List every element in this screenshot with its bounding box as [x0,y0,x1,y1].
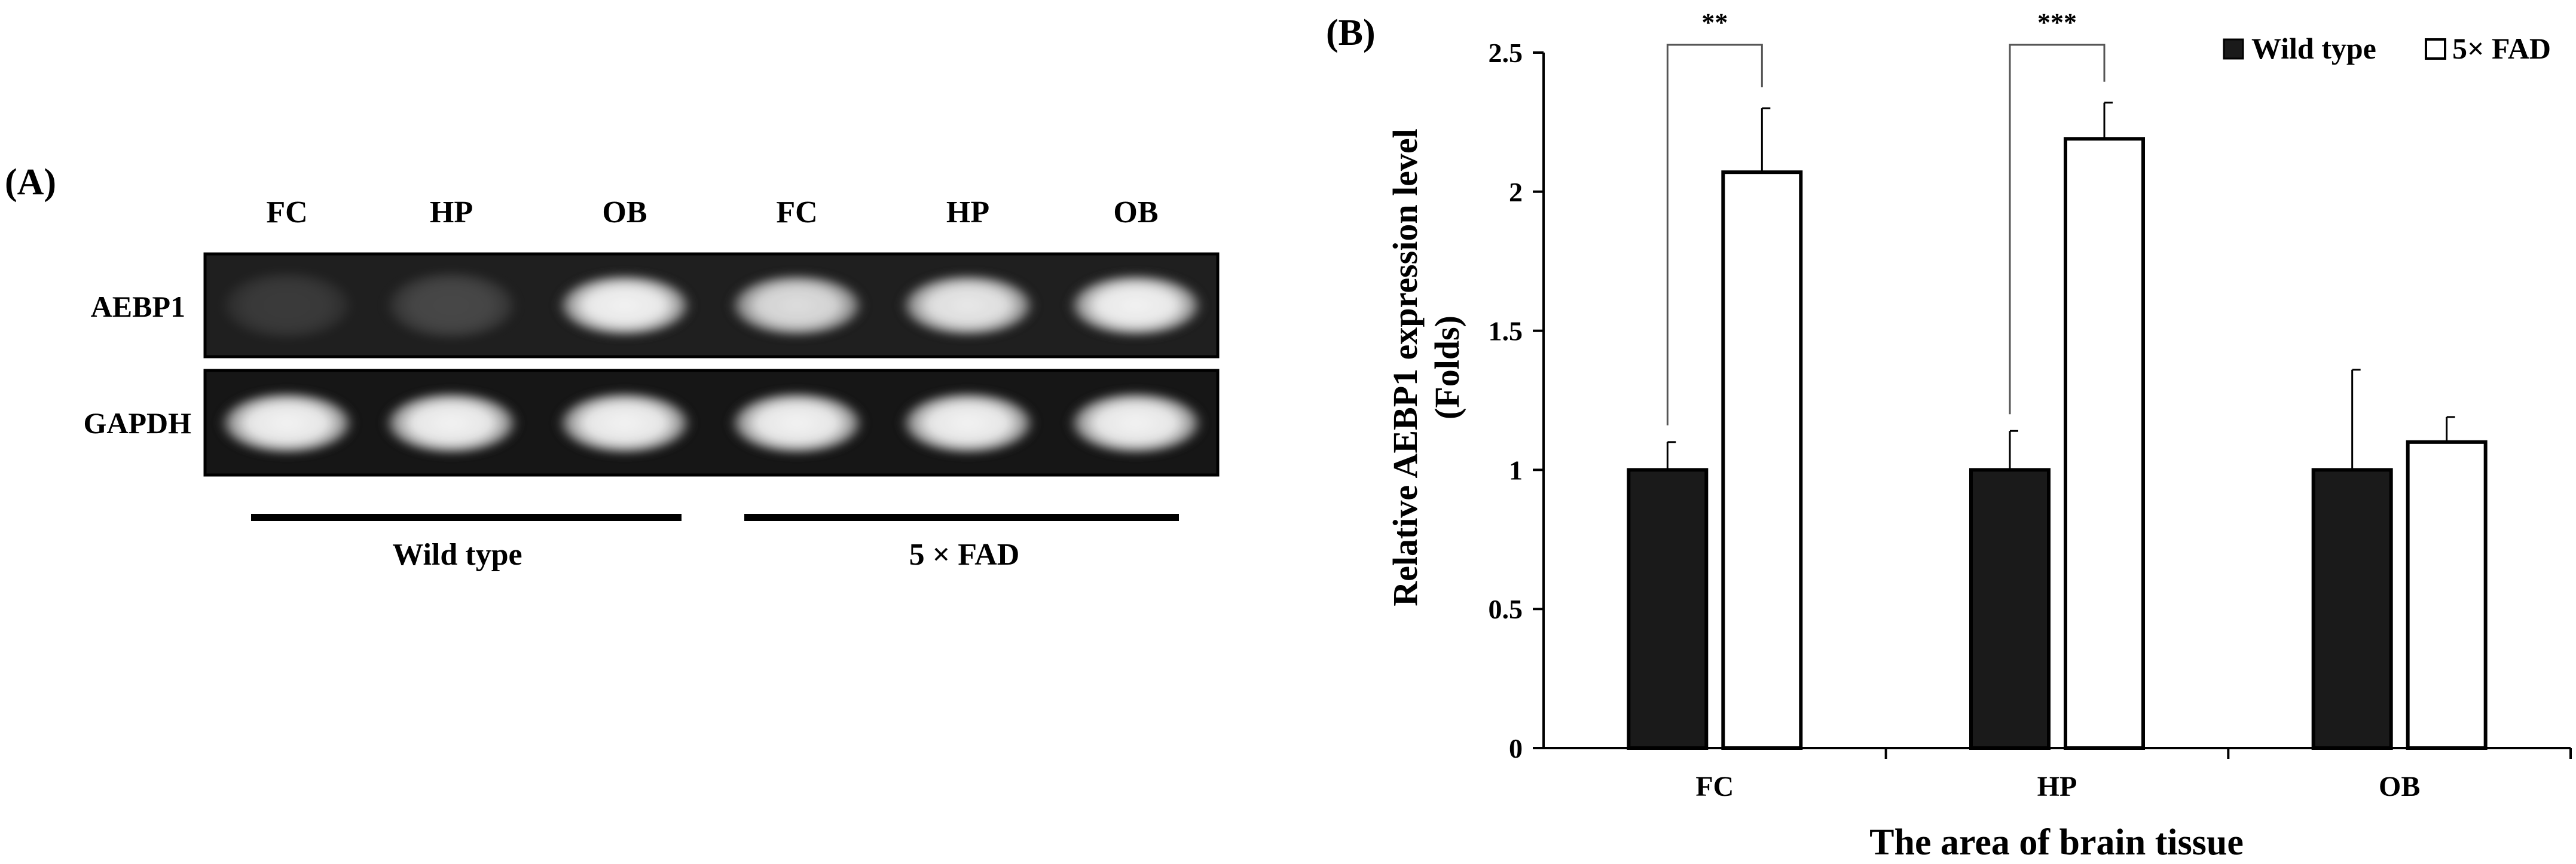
gapdh-band-2 [381,390,522,456]
y-axis-label-line1: Relative AEBP1 expression level [1386,128,1425,606]
y-axis-label-line2: (Folds) [1428,315,1466,419]
gel-strip-aebp1 [203,252,1220,359]
row-label-aebp1: AEBP1 [91,290,185,323]
panel-a-gel: (A) FC HP OB FC HP OB AEBP1 GAPDH Wild t… [5,162,1220,572]
lane-label-wt-ob: OB [602,195,647,229]
x-axis-label: The area of brain tissue [1869,822,2244,863]
legend-swatch-wild-type [2223,38,2244,60]
significance-label: *** [2037,8,2077,37]
aebp1-band-1 [216,268,357,342]
bar-hp-wild-type [1969,468,2051,750]
significance-label: ** [1701,8,1728,37]
lane-label-wt-fc: FC [266,195,307,229]
legend-label-wild-type: Wild type [2251,32,2376,65]
y-tick-label: 1 [1509,455,1523,485]
x-tick-label: FC [1695,771,1734,802]
y-tick-label: 2 [1509,177,1523,207]
y-tick-label: 1.5 [1489,316,1523,347]
y-tick-label: 0 [1509,733,1523,764]
legend-swatch-5xfad [2425,38,2446,60]
significance-bracket [1666,44,1763,425]
chart-plot-area: 00.511.522.5FC HP OB** *** [1489,8,2572,802]
gapdh-bands [216,390,1206,456]
x-tick-label: HP [2037,771,2077,802]
aebp1-band-4 [726,272,867,339]
lane-label-wt-hp: HP [430,195,473,229]
lane-label-fad-ob: OB [1113,195,1158,229]
group-label-wild-type: Wild type [392,538,522,572]
lane-label-fad-hp: HP [946,195,989,229]
lane-label-fad-fc: FC [776,195,817,229]
aebp1-band-2 [381,268,522,342]
aebp1-bands [216,268,1206,342]
legend: Wild type 5× FAD [2223,32,2551,65]
y-tick-label: 2.5 [1489,38,1523,68]
panel-b-chart: (B) Relative AEBP1 expression level (Fol… [1326,8,2572,863]
x-tick-label: OB [2379,771,2420,802]
gapdh-band-4 [726,390,867,456]
aebp1-band-3 [554,272,695,339]
legend-label-5xfad: 5× FAD [2452,32,2551,65]
gapdh-band-5 [897,390,1038,456]
row-label-gapdh: GAPDH [83,406,191,440]
panel-a-label: (A) [5,162,56,203]
significance-bracket [2009,44,2106,415]
bar-fc-5xfad [1721,170,1803,750]
y-tick-label: 0.5 [1489,594,1523,624]
aebp1-band-6 [1065,272,1206,339]
bar-fc-wild-type [1627,468,1709,750]
bar-ob-wild-type [2311,468,2393,750]
gapdh-band-6 [1065,390,1206,456]
bar-ob-5xfad [2406,440,2488,750]
group-label-5xfad: 5 × FAD [909,538,1020,572]
bar-hp-5xfad [2064,137,2145,750]
aebp1-band-5 [897,272,1038,339]
gel-strip-gapdh [203,369,1220,477]
gapdh-band-1 [216,390,357,456]
panel-b-label: (B) [1326,13,1376,53]
gapdh-band-3 [554,390,695,456]
